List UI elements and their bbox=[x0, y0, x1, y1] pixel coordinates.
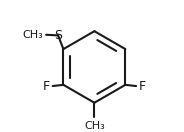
Text: CH₃: CH₃ bbox=[22, 30, 43, 40]
Text: CH₃: CH₃ bbox=[84, 121, 105, 131]
Text: F: F bbox=[43, 80, 50, 93]
Text: S: S bbox=[54, 29, 62, 42]
Text: F: F bbox=[139, 80, 146, 93]
